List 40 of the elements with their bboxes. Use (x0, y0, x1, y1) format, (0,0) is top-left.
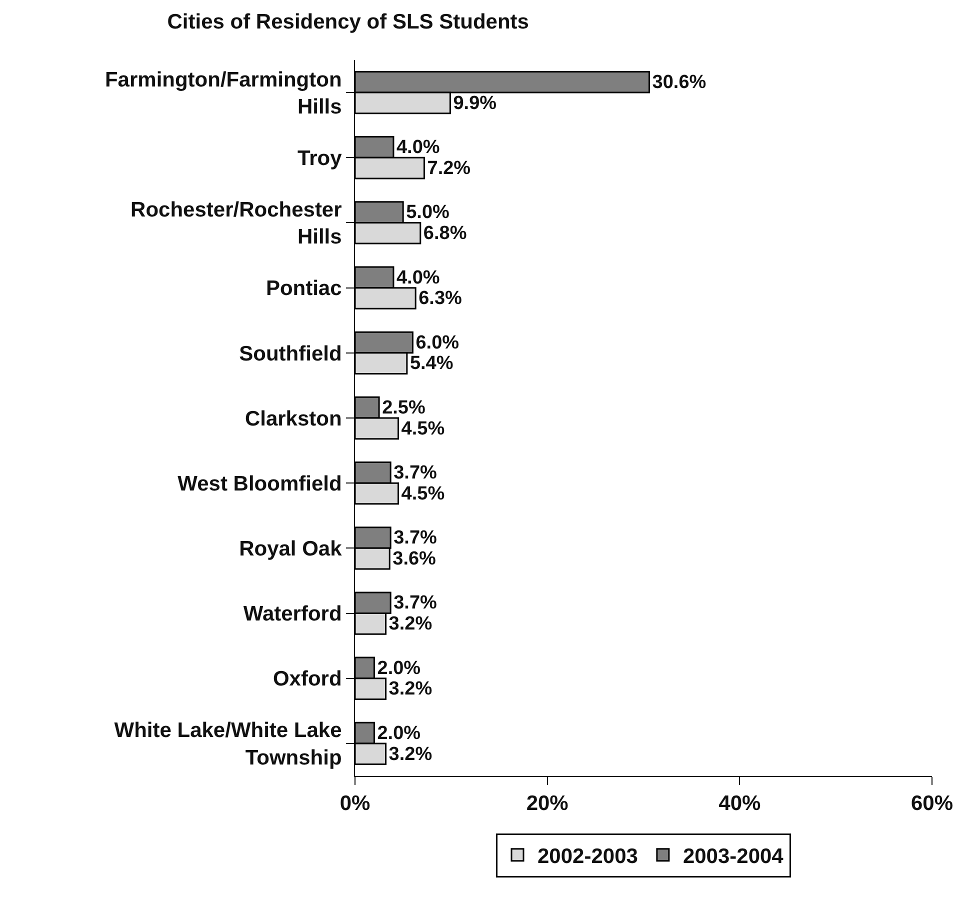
data-label: 3.6% (392, 548, 436, 570)
data-label: 4.5% (401, 483, 445, 504)
data-label: 3.2% (388, 744, 432, 765)
data-label: 30.6% (652, 72, 706, 94)
data-label: 4.0% (396, 137, 440, 158)
data-label: 2.5% (382, 397, 426, 418)
y-tick-label: Royal Oak (239, 538, 342, 561)
data-label: 3.7% (394, 528, 438, 549)
y-tick-label: Farmington/Farmington Hills (104, 68, 342, 119)
y-tick-label: Troy (297, 146, 342, 170)
data-label: 5.4% (410, 353, 454, 374)
y-tick-label: Clarkston (244, 407, 342, 430)
data-label: 3.2% (388, 614, 432, 635)
legend-label: 2002-2003 (538, 845, 638, 868)
x-tick-label: 40% (718, 792, 762, 816)
y-tick-label: Oxford (272, 668, 342, 691)
y-tick-label: Rochester/Rochester Hills (130, 198, 342, 249)
legend-label: 2003-2004 (682, 845, 784, 868)
data-label: 7.2% (427, 158, 471, 179)
data-label: 5.0% (406, 202, 450, 224)
data-label: 6.3% (418, 288, 462, 310)
data-label: 2.0% (377, 658, 421, 679)
data-label: 9.9% (453, 92, 497, 114)
data-label: 4.5% (401, 418, 445, 440)
chart-title: Cities of Residency of SLS Students (167, 10, 529, 34)
data-label: 3.7% (394, 462, 438, 484)
y-tick-label: Southfield (239, 342, 342, 366)
data-label: 4.0% (396, 267, 440, 288)
y-tick-label: West Bloomfield (178, 472, 342, 496)
x-tick-label: 20% (526, 792, 569, 816)
data-label: 6.0% (416, 332, 460, 354)
data-label: 3.7% (394, 592, 438, 614)
y-tick-label: Waterford (243, 602, 342, 626)
data-label: 6.8% (423, 223, 467, 244)
x-tick-label: 60% (910, 792, 954, 816)
data-label: 3.2% (388, 678, 432, 700)
y-tick-label: Pontiac (266, 277, 342, 300)
x-tick-label: 0% (340, 792, 370, 816)
y-tick-label: White Lake/White Lake Township (114, 719, 342, 770)
data-label: 2.0% (377, 722, 421, 744)
